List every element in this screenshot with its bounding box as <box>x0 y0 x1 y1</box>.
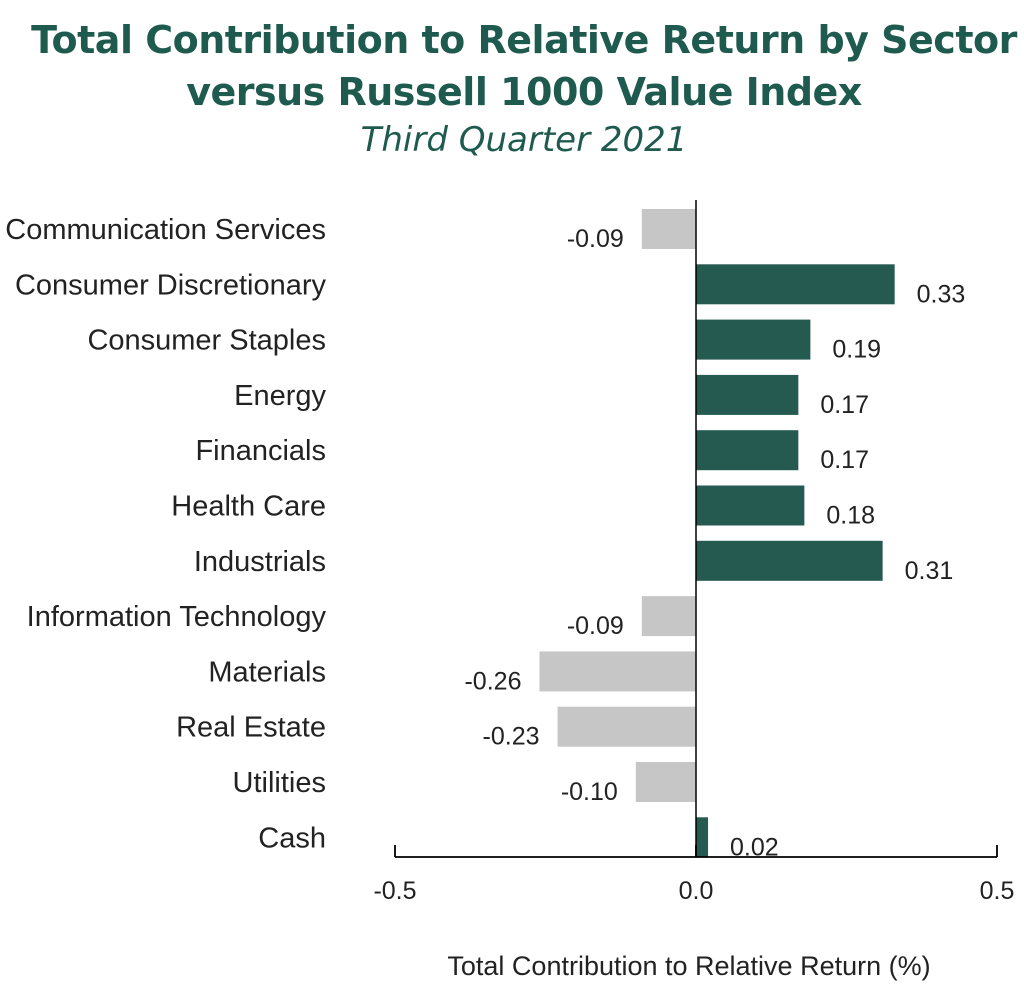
value-label: 0.31 <box>905 557 954 585</box>
category-label: Communication Services <box>5 214 326 246</box>
category-label: Energy <box>234 380 326 412</box>
value-label: -0.26 <box>464 667 521 695</box>
chart-title: Total Contribution to Relative Return by… <box>31 18 1017 114</box>
bar-real-estate <box>557 706 696 747</box>
x-axis-title: Total Contribution to Relative Return (%… <box>447 951 930 981</box>
x-tick-label: -0.5 <box>373 877 416 905</box>
bar-consumer-discretionary <box>696 264 895 305</box>
bar-energy <box>696 374 799 415</box>
category-label: Real Estate <box>176 712 326 744</box>
bar-cash <box>696 817 709 858</box>
category-label: Consumer Staples <box>87 325 326 357</box>
category-label: Cash <box>258 822 326 854</box>
category-label: Utilities <box>233 767 326 799</box>
bar-industrials <box>696 540 883 581</box>
value-label: 0.17 <box>820 446 869 474</box>
bar-financials <box>696 430 799 471</box>
bar-utilities <box>635 762 696 802</box>
category-label: Industrials <box>194 546 326 578</box>
bar-materials <box>539 651 696 692</box>
category-label: Information Technology <box>27 601 327 633</box>
value-label: 0.17 <box>820 391 869 419</box>
bar-health-care <box>696 485 805 526</box>
x-tick-label: 0.5 <box>980 877 1015 905</box>
value-label: 0.19 <box>832 336 881 364</box>
category-label: Health Care <box>171 491 326 523</box>
value-label: 0.18 <box>826 502 875 530</box>
category-label: Materials <box>208 656 326 688</box>
value-label: -0.09 <box>567 612 624 640</box>
bar-communication-services <box>641 209 696 249</box>
category-label: Consumer Discretionary <box>15 269 327 301</box>
x-tick-label: 0.0 <box>679 877 714 905</box>
category-label: Financials <box>195 435 326 467</box>
value-label: -0.23 <box>483 723 540 751</box>
bar-information-technology <box>641 596 696 637</box>
value-label: 0.33 <box>917 280 966 308</box>
bar-consumer-staples <box>696 319 811 360</box>
value-label: -0.09 <box>567 225 624 253</box>
value-label: -0.10 <box>561 778 618 806</box>
chart-subtitle: Third Quarter 2021 <box>360 120 688 160</box>
